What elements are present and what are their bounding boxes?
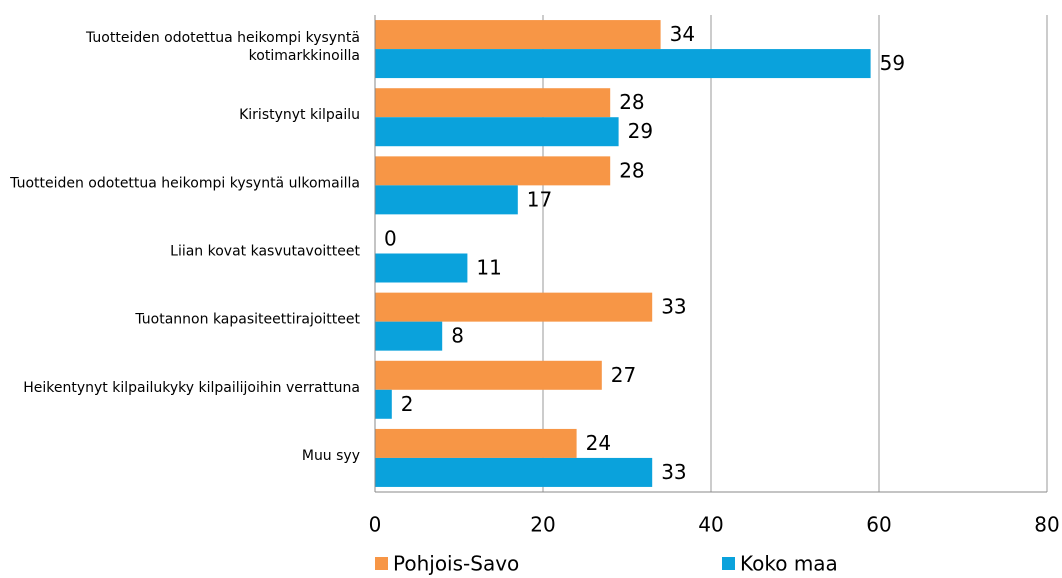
y-tick-label: Muu syy <box>302 448 360 464</box>
value-label: 33 <box>661 295 686 319</box>
legend-label: Koko maa <box>740 552 838 576</box>
value-label: 2 <box>401 392 414 416</box>
bar <box>375 389 392 419</box>
legend-swatch <box>722 557 735 570</box>
bar <box>375 156 611 186</box>
bar <box>375 49 871 79</box>
x-tick-label: 80 <box>1034 513 1059 537</box>
bar <box>375 88 611 118</box>
x-tick-label: 0 <box>369 513 382 537</box>
value-label: 59 <box>880 51 905 75</box>
legend-label: Pohjois-Savo <box>393 552 519 576</box>
y-tick-label: Tuotteiden odotettua heikompi kysyntä ul… <box>9 175 360 191</box>
value-label: 34 <box>670 22 695 46</box>
bar <box>375 321 443 351</box>
value-label: 24 <box>586 431 611 455</box>
y-tick-label: Liian kovat kasvutavoitteet <box>170 244 360 260</box>
x-tick-label: 20 <box>530 513 555 537</box>
y-tick-label: Kiristynyt kilpailu <box>239 107 360 123</box>
value-label: 29 <box>628 119 653 143</box>
x-tick-label: 40 <box>698 513 723 537</box>
value-label: 33 <box>661 460 686 484</box>
value-label: 11 <box>476 256 501 280</box>
value-label: 27 <box>611 363 636 387</box>
bar <box>375 428 577 458</box>
value-label: 28 <box>619 90 644 114</box>
bar <box>375 457 653 487</box>
value-label: 8 <box>451 324 464 348</box>
bar <box>375 253 468 283</box>
bar <box>375 117 619 147</box>
bar <box>375 185 518 215</box>
value-label: 17 <box>527 187 552 211</box>
bar <box>375 292 653 322</box>
y-tick-label: Tuotteiden odotettua heikompi kysyntä kot… <box>85 30 360 64</box>
value-label: 0 <box>384 227 397 251</box>
bar <box>375 360 602 390</box>
bar <box>375 20 661 50</box>
y-tick-label: Heikentynyt kilpailukyky kilpailijoihin … <box>23 380 360 396</box>
value-label: 28 <box>619 158 644 182</box>
x-tick-label: 60 <box>866 513 891 537</box>
y-tick-label: Tuotannon kapasiteettirajoitteet <box>134 312 360 328</box>
legend-swatch <box>375 557 388 570</box>
